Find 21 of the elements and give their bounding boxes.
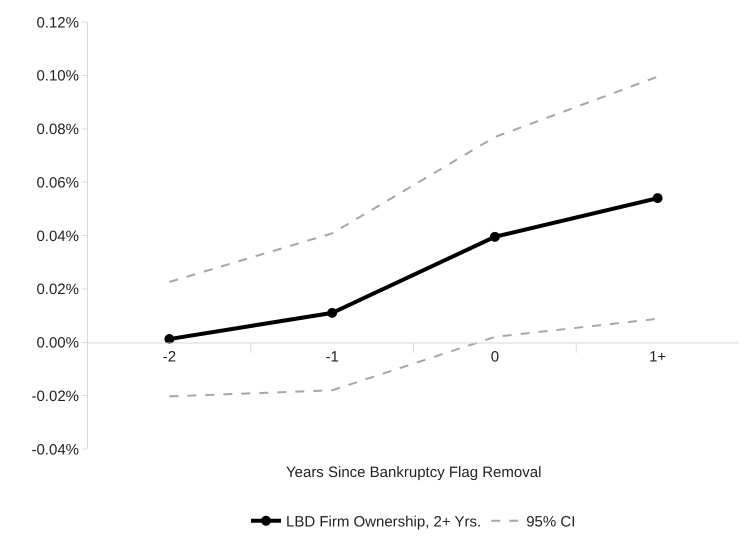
x-axis-title: Years Since Bankruptcy Flag Removal bbox=[286, 464, 542, 481]
y-tick-label: 0.04% bbox=[36, 228, 79, 245]
x-tick-label: 1+ bbox=[649, 348, 666, 366]
y-tick-label: 0.12% bbox=[36, 14, 79, 32]
y-tick-label: 0.02% bbox=[36, 281, 79, 298]
y-tick-label: 0.08% bbox=[36, 121, 79, 138]
x-tick-label: -2 bbox=[162, 348, 176, 366]
y-tick-label: 0.10% bbox=[36, 68, 79, 85]
y-tick-label: -0.02% bbox=[31, 388, 79, 405]
y-tick-label: 0.06% bbox=[36, 174, 79, 192]
legend-label: 95% CI bbox=[526, 514, 576, 531]
x-tick-label: -1 bbox=[325, 348, 339, 366]
y-tick-label: -0.04% bbox=[31, 441, 79, 458]
point bbox=[327, 308, 338, 318]
point bbox=[490, 232, 500, 242]
y-tick-label: 0.00% bbox=[36, 334, 79, 352]
legend-label: LBD Firm Ownership, 2+ Yrs. bbox=[286, 514, 482, 531]
point bbox=[164, 334, 174, 344]
point bbox=[652, 193, 663, 204]
x-tick-label: 0 bbox=[490, 348, 500, 366]
line-series bbox=[168, 76, 659, 283]
